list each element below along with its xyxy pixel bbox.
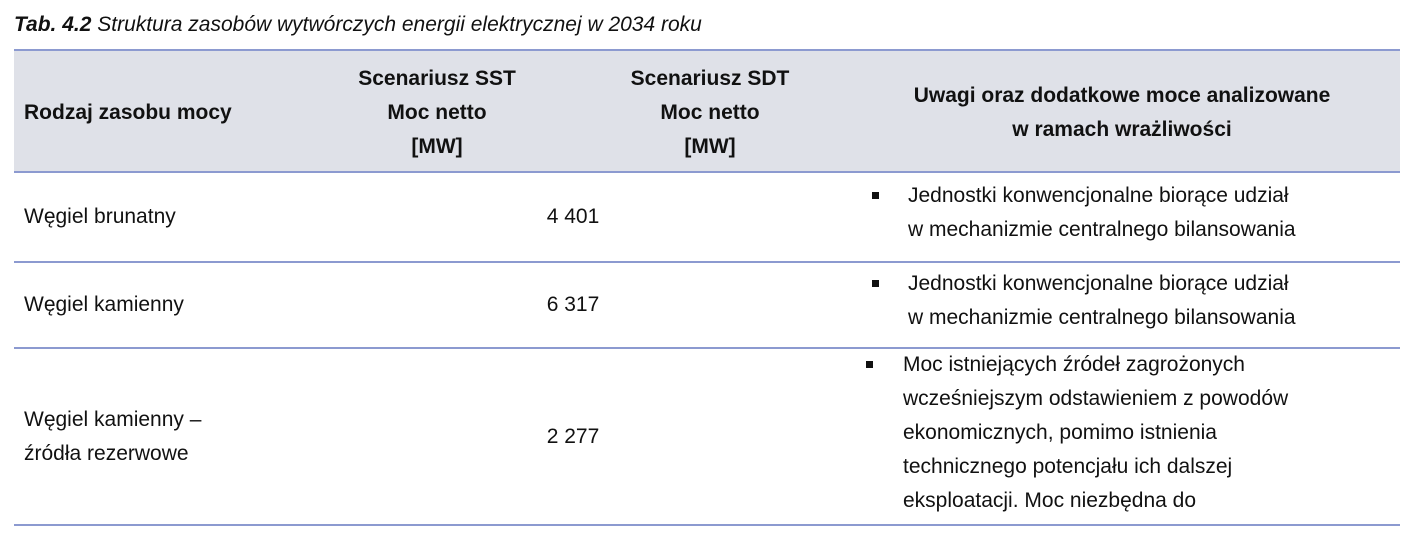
bullet: [872, 280, 879, 287]
header-cell: Scenariusz SST: [358, 67, 516, 90]
header-cell: Rodzaj zasobu mocy: [24, 101, 232, 124]
table-caption: Tab. 4.2 Struktura zasobów wytwórczych e…: [14, 8, 702, 42]
note-line: w mechanizmie centralnego bilansowania: [908, 306, 1296, 329]
rule: [14, 171, 1400, 173]
rule: [14, 261, 1400, 263]
row-label: Węgiel kamienny –: [24, 407, 202, 431]
row-label: źródła rezerwowe: [24, 441, 189, 465]
note-line: technicznego potencjału ich dalszej: [903, 454, 1233, 478]
header-cell: Moc netto: [387, 101, 487, 124]
cell-value: 2 277: [546, 424, 600, 448]
note-line: Jednostki konwencjonalne biorące udział: [908, 184, 1289, 207]
cell-value: 4 401: [546, 205, 600, 228]
cell-value: 6 317: [546, 293, 600, 316]
row-label: Węgiel kamienny: [24, 293, 184, 316]
header-cell: [MW]: [411, 135, 463, 158]
note-line: ekonomicznych, pomimo istnienia: [903, 420, 1217, 444]
header-cell: Scenariusz SDT: [630, 67, 790, 90]
note-line: Moc istniejących źródeł zagrożonych: [903, 352, 1245, 376]
rule: [14, 347, 1400, 349]
header-bg: [14, 50, 1400, 172]
header-cell: w ramach wrażliwości: [1012, 118, 1232, 141]
note-line: wcześniejszym odstawieniem z powodów: [903, 386, 1289, 410]
note-line: w mechanizmie centralnego bilansowania: [908, 218, 1296, 241]
header-cell: Uwagi oraz dodatkowe moce analizowane: [913, 84, 1331, 107]
note-line: eksploatacji. Moc niezbędna do: [903, 488, 1197, 512]
row-label: Węgiel brunatny: [24, 205, 176, 228]
note-line: Jednostki konwencjonalne biorące udział: [908, 272, 1289, 295]
bullet: [872, 192, 879, 199]
header-cell: Moc netto: [660, 101, 760, 124]
bullet: [866, 360, 873, 368]
rule: [14, 49, 1400, 51]
caption-text: Struktura zasobów wytwórczych energii el…: [97, 13, 702, 36]
caption-label: Tab. 4.2: [14, 13, 92, 36]
header-cell: [MW]: [684, 135, 736, 158]
rule: [14, 524, 1400, 526]
